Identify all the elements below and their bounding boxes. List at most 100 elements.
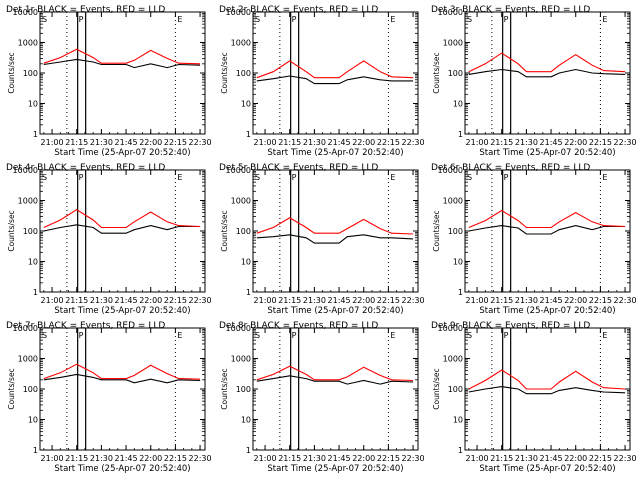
y-axis-label: Counts/sec [220, 210, 229, 251]
x-tick-label: 21:15 [278, 454, 301, 463]
x-axis-label: Start Time (25-Apr-07 20:52:40) [267, 464, 403, 474]
y-tick-label: 100 [236, 227, 251, 236]
x-axis-label: Start Time (25-Apr-07 20:52:40) [54, 464, 190, 474]
y-tick-label: 10000 [226, 166, 251, 175]
x-tick-label: 21:30 [515, 454, 538, 463]
y-axis-label: Counts/sec [220, 368, 229, 409]
start-marker-label: S [255, 15, 260, 24]
x-tick-label: 22:00 [139, 296, 162, 305]
plot-frame [464, 169, 631, 293]
detector-panel-5: Det 5r BLACK = Events, RED = LLD 1 10 100 10… [219, 163, 425, 316]
y-axis-label: Counts/sec [7, 52, 16, 93]
x-tick-label: 22:00 [352, 296, 375, 305]
x-tick-label: 22:30 [402, 454, 425, 463]
lld-series-line [43, 48, 201, 65]
y-tick-label: 1 [246, 288, 251, 297]
peak-marker-label: P [504, 331, 509, 340]
start-marker-label: S [255, 173, 260, 182]
x-tick-label: 21:00 [466, 296, 489, 305]
x-tick-label: 22:00 [564, 454, 587, 463]
panel-title: Det 9r BLACK = Events, RED = LLD [431, 321, 590, 331]
x-axis-label: Start Time (25-Apr-07 20:52:40) [267, 148, 403, 158]
detector-panel-7: Det 7r BLACK = Events, RED = LLD 1 10 100 10… [6, 321, 212, 474]
y-tick-label: 10000 [13, 166, 38, 175]
x-tick-label: 21:45 [115, 138, 138, 147]
end-marker-label: E [390, 331, 395, 340]
x-axis-label: Start Time (25-Apr-07 20:52:40) [54, 148, 190, 158]
x-axis-label: Start Time (25-Apr-07 20:52:40) [479, 306, 615, 316]
plot-frame [252, 169, 419, 293]
start-marker-label: S [467, 331, 472, 340]
y-tick-label: 1 [33, 446, 38, 455]
y-tick-label: 100 [448, 69, 463, 78]
plot-frame [252, 327, 419, 451]
y-tick-label: 10000 [438, 8, 463, 17]
y-tick-label: 10 [241, 100, 251, 109]
x-tick-label: 21:30 [303, 138, 326, 147]
x-tick-label: 21:30 [303, 454, 326, 463]
y-tick-label: 1000 [443, 39, 463, 48]
lld-series-line [468, 52, 626, 73]
y-axis-label: Counts/sec [432, 210, 441, 251]
peak-marker-label: P [79, 173, 84, 182]
plot-frame [39, 11, 206, 135]
x-tick-label: 21:45 [540, 454, 563, 463]
x-tick-label: 21:00 [254, 296, 277, 305]
y-axis-label: Counts/sec [220, 52, 229, 93]
y-tick-label: 10000 [13, 8, 38, 17]
x-tick-label: 21:45 [328, 454, 351, 463]
end-marker-label: E [602, 331, 607, 340]
y-tick-label: 1000 [231, 39, 251, 48]
start-marker-label: S [467, 173, 472, 182]
detector-panel-1: Det 1r BLACK = Events, RED = LLD 1 10 100 10… [6, 5, 212, 158]
x-tick-label: 21:45 [540, 138, 563, 147]
panel-title: Det 3r BLACK = Events, RED = LLD [431, 5, 590, 15]
y-axis-label: Counts/sec [7, 210, 16, 251]
x-tick-label: 22:15 [377, 454, 400, 463]
y-tick-label: 100 [236, 385, 251, 394]
y-tick-label: 10 [453, 100, 463, 109]
x-tick-label: 21:00 [254, 138, 277, 147]
detector-panel-9: Det 9r BLACK = Events, RED = LLD 1 10 100 10… [431, 321, 637, 474]
y-tick-label: 1 [246, 130, 251, 139]
events-series-line [468, 68, 626, 78]
end-marker-label: E [602, 173, 607, 182]
y-tick-label: 10 [28, 100, 38, 109]
peak-marker-label: P [292, 15, 297, 24]
panel-title: Det 8r BLACK = Events, RED = LLD [219, 321, 378, 331]
y-tick-label: 1000 [18, 355, 38, 364]
plot-frame [464, 11, 631, 135]
panel-title: Det 4r BLACK = Events, RED = LLD [6, 163, 165, 173]
x-tick-label: 21:00 [41, 454, 64, 463]
x-tick-label: 22:00 [352, 138, 375, 147]
x-tick-label: 21:30 [303, 296, 326, 305]
x-tick-label: 21:00 [41, 296, 64, 305]
x-tick-label: 22:00 [139, 138, 162, 147]
lld-series-line [43, 363, 201, 380]
events-series-line [43, 58, 201, 69]
x-tick-label: 22:15 [377, 296, 400, 305]
x-tick-label: 21:30 [90, 296, 113, 305]
x-tick-label: 21:15 [278, 296, 301, 305]
x-tick-label: 21:30 [90, 454, 113, 463]
events-series-line [256, 75, 414, 85]
peak-marker-label: P [504, 173, 509, 182]
x-tick-label: 21:15 [65, 296, 88, 305]
peak-marker-label: P [292, 173, 297, 182]
x-tick-label: 22:15 [164, 454, 187, 463]
events-series-line [256, 375, 414, 385]
y-tick-label: 1 [458, 288, 463, 297]
x-tick-label: 21:45 [328, 296, 351, 305]
x-axis-label: Start Time (25-Apr-07 20:52:40) [54, 306, 190, 316]
x-tick-label: 22:15 [589, 296, 612, 305]
end-marker-label: E [177, 331, 182, 340]
x-tick-label: 22:00 [352, 454, 375, 463]
peak-marker-label: P [292, 331, 297, 340]
detector-panel-8: Det 8r BLACK = Events, RED = LLD 1 10 100 10… [219, 321, 425, 474]
plot-frame [252, 11, 419, 135]
detector-panel-2: Det 2r BLACK = Events, RED = LLD 1 10 100 10… [219, 5, 425, 158]
x-tick-label: 22:00 [564, 138, 587, 147]
y-tick-label: 100 [23, 227, 38, 236]
y-tick-label: 1000 [231, 197, 251, 206]
panel-title: Det 6r BLACK = Events, RED = LLD [431, 163, 590, 173]
